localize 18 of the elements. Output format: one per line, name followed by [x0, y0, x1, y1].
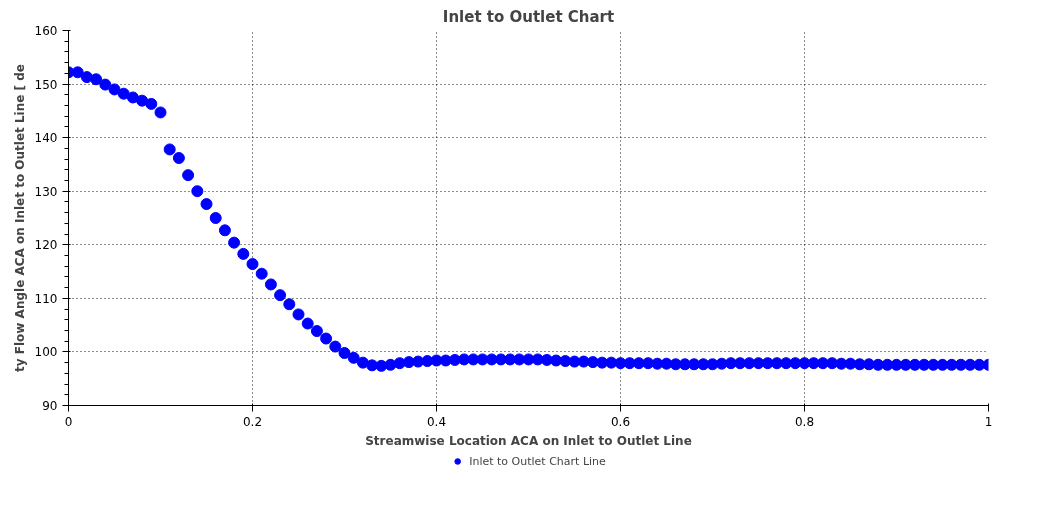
x-tick-label: 0.8 — [794, 414, 815, 429]
y-tick-label: 150 — [34, 77, 58, 92]
y-tick-label: 160 — [34, 24, 58, 38]
x-tick-label: 0.2 — [242, 414, 263, 429]
y-tick-label: 100 — [34, 345, 58, 360]
y-tick-label: 90 — [42, 399, 58, 413]
y-tick-label: 130 — [34, 184, 58, 199]
x-tick-label: 1 — [984, 414, 993, 429]
y-tick-label: 140 — [34, 131, 58, 146]
x-tick-label: 0.6 — [610, 414, 631, 429]
chart-title: Inlet to Outlet Chart — [442, 7, 615, 26]
x-tick-label: 0 — [64, 414, 73, 429]
x-axis-title: Streamwise Location ACA on Inlet to Outlet Line — [365, 433, 692, 448]
y-axis-title: ty Flow Angle ACA on Inlet to Outlet Line [ de — [12, 64, 27, 372]
y-tick-label: 110 — [34, 291, 58, 306]
x-tick-label: 0.4 — [426, 414, 447, 429]
legend-label: Inlet to Outlet Chart Line — [469, 454, 606, 468]
y-tick-label: 120 — [34, 238, 58, 253]
